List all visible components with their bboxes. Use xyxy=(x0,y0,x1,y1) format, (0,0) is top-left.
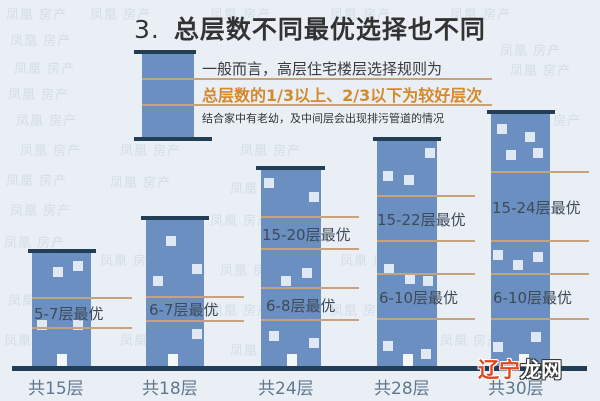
legend-building xyxy=(142,54,194,138)
range-line xyxy=(261,287,359,289)
building-15 xyxy=(32,253,91,366)
building-18 xyxy=(146,220,204,366)
range-line xyxy=(377,318,475,320)
logo-part-2: 龙网 xyxy=(520,358,562,382)
window-icon xyxy=(73,320,83,330)
range-line xyxy=(146,296,244,298)
window-icon xyxy=(309,338,319,348)
rule-intro-text: 一般而言，高层住宅楼层选择规则为 xyxy=(202,60,443,78)
building-28 xyxy=(377,141,437,366)
building-30-upper-optimal-label: 15-24层最优 xyxy=(492,199,581,217)
legend-divider-top xyxy=(142,78,492,80)
building-24-roof xyxy=(256,166,325,170)
window-icon xyxy=(423,276,433,286)
window-icon xyxy=(493,250,503,260)
range-line xyxy=(491,171,589,173)
rule-highlight-text: 总层数的1/3以上、2/3以下为较好层次 xyxy=(202,86,483,105)
building-24-upper-optimal-label: 15-20层最优 xyxy=(262,226,351,244)
window-icon xyxy=(384,264,394,274)
window-icon xyxy=(383,341,393,351)
logo-part-1: 辽宁 xyxy=(478,358,520,382)
range-line xyxy=(377,273,475,275)
range-line xyxy=(491,273,589,275)
window-icon xyxy=(533,148,543,158)
building-30-roof xyxy=(487,110,555,114)
building-28-upper-optimal-label: 15-22层最优 xyxy=(377,211,466,229)
ground-line xyxy=(12,366,587,371)
building-28-lower-optimal-label: 6-10层最优 xyxy=(379,289,459,307)
window-icon xyxy=(302,268,312,278)
building-24 xyxy=(261,170,321,366)
window-icon xyxy=(404,175,414,185)
window-icon xyxy=(166,236,176,246)
range-line xyxy=(32,297,132,299)
legend-divider-bottom xyxy=(142,104,492,106)
range-line xyxy=(491,318,589,320)
window-icon xyxy=(37,320,47,330)
range-line xyxy=(32,327,132,329)
building-28-roof xyxy=(373,137,441,141)
window-icon xyxy=(497,124,507,134)
door-icon xyxy=(57,354,67,366)
window-icon xyxy=(192,329,202,339)
window-icon xyxy=(525,132,535,142)
window-icon xyxy=(425,148,435,158)
door-icon xyxy=(168,354,178,366)
range-line xyxy=(377,240,475,242)
window-icon xyxy=(192,264,202,274)
building-24-lower-optimal-label: 6-8层最优 xyxy=(266,297,336,315)
window-icon xyxy=(506,150,516,160)
range-line xyxy=(261,319,359,321)
window-icon xyxy=(383,171,393,181)
building-30-caption: 共30层 xyxy=(488,379,544,399)
door-icon xyxy=(519,354,529,366)
site-logo: 辽宁龙网 xyxy=(478,354,562,384)
range-line xyxy=(491,240,589,242)
window-icon xyxy=(309,192,319,202)
window-icon xyxy=(153,276,163,286)
window-icon xyxy=(513,260,523,270)
window-icon xyxy=(421,349,431,359)
title-number: 3. xyxy=(134,15,160,44)
title-text: 总层数不同最优选择也不同 xyxy=(173,15,486,44)
window-icon xyxy=(493,342,503,352)
legend-building-base xyxy=(134,137,212,141)
building-18-roof xyxy=(141,216,209,220)
window-icon xyxy=(269,331,279,341)
building-30-lower-optimal-label: 6-10层最优 xyxy=(493,289,573,307)
window-icon xyxy=(73,261,83,271)
window-icon xyxy=(533,252,543,262)
range-line xyxy=(377,195,475,197)
building-15-optimal-label: 5-7层最优 xyxy=(34,305,104,323)
door-icon xyxy=(403,354,413,366)
building-15-caption: 共15层 xyxy=(28,379,84,399)
window-icon xyxy=(531,332,541,342)
building-15-roof xyxy=(28,249,96,253)
range-line xyxy=(261,248,359,250)
rule-note-text: 结合家中有老幼，及中间层会出现排污管道的情况 xyxy=(202,112,444,125)
legend-building-roof xyxy=(134,50,196,54)
building-28-caption: 共28层 xyxy=(374,379,430,399)
window-icon xyxy=(405,274,415,284)
door-icon xyxy=(287,354,297,366)
building-18-optimal-label: 6-7层最优 xyxy=(149,301,219,319)
window-icon xyxy=(281,276,291,286)
page-title: 3. 总层数不同最优选择也不同 xyxy=(134,10,486,46)
range-line xyxy=(146,320,244,322)
building-24-caption: 共24层 xyxy=(258,379,314,399)
window-icon xyxy=(53,267,63,277)
range-line xyxy=(261,216,359,218)
window-icon xyxy=(264,178,274,188)
building-18-caption: 共18层 xyxy=(142,379,198,399)
